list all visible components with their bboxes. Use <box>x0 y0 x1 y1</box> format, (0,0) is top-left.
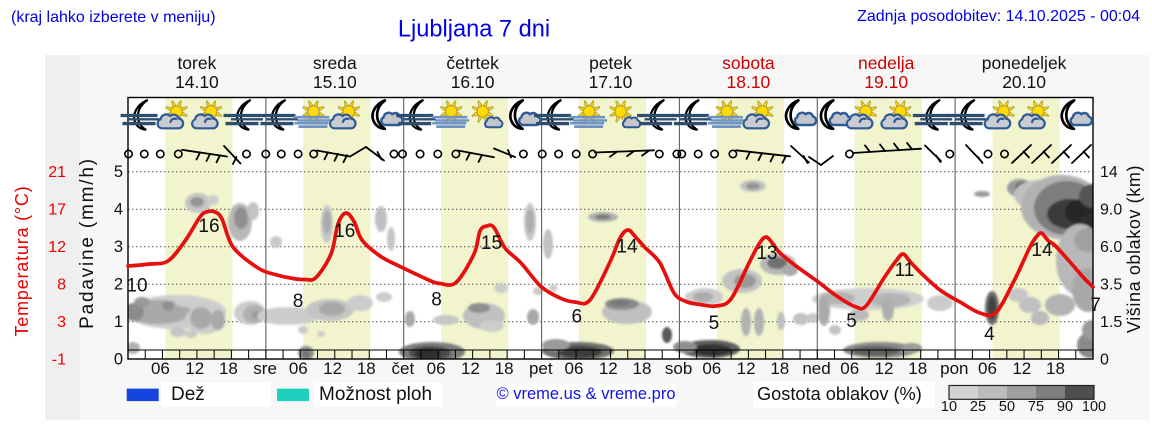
svg-text:06: 06 <box>151 359 170 378</box>
svg-text:Možnost ploh: Možnost ploh <box>319 384 432 405</box>
svg-text:torek: torek <box>177 53 216 73</box>
svg-text:16.10: 16.10 <box>451 72 495 92</box>
svg-text:ned: ned <box>802 359 830 378</box>
svg-text:18: 18 <box>1046 359 1065 378</box>
svg-text:19.10: 19.10 <box>864 72 908 92</box>
svg-text:(kraj lahko izberete v meniju): (kraj lahko izberete v meniju) <box>11 9 216 26</box>
svg-text:Padavine (mm/h): Padavine (mm/h) <box>77 157 98 329</box>
svg-text:1.5: 1.5 <box>1100 314 1122 331</box>
svg-text:5: 5 <box>846 311 857 332</box>
svg-text:pet: pet <box>529 359 553 378</box>
svg-text:18: 18 <box>219 359 238 378</box>
svg-text:18: 18 <box>633 359 652 378</box>
svg-text:4: 4 <box>984 324 995 345</box>
svg-text:2: 2 <box>114 276 123 294</box>
svg-text:100: 100 <box>1082 399 1106 415</box>
svg-text:12: 12 <box>185 359 204 378</box>
svg-text:Temperatura (°C): Temperatura (°C) <box>12 185 32 336</box>
svg-text:© vreme.us & vreme.pro: © vreme.us & vreme.pro <box>496 385 675 403</box>
svg-text:četrtek: četrtek <box>446 53 499 73</box>
svg-text:0: 0 <box>114 351 123 369</box>
svg-text:12: 12 <box>737 359 756 378</box>
svg-text:4: 4 <box>114 201 123 219</box>
svg-text:90: 90 <box>1057 399 1073 415</box>
svg-text:18: 18 <box>357 359 376 378</box>
svg-text:sreda: sreda <box>313 53 357 73</box>
svg-text:10: 10 <box>941 399 957 415</box>
svg-text:25: 25 <box>970 399 986 415</box>
svg-text:ponedeljek: ponedeljek <box>982 53 1067 73</box>
svg-text:8: 8 <box>293 291 304 312</box>
svg-text:petek: petek <box>589 53 632 73</box>
svg-text:5: 5 <box>114 163 123 181</box>
svg-text:6: 6 <box>572 307 583 328</box>
svg-text:Ljubljana 7 dni: Ljubljana 7 dni <box>398 17 550 43</box>
svg-text:sre: sre <box>253 359 277 378</box>
svg-text:Višina oblakov (km): Višina oblakov (km) <box>1124 165 1144 333</box>
svg-text:3.5: 3.5 <box>1100 277 1122 294</box>
svg-text:1: 1 <box>114 313 123 331</box>
svg-text:18: 18 <box>495 359 514 378</box>
svg-text:pon: pon <box>940 359 968 378</box>
svg-text:75: 75 <box>1028 399 1044 415</box>
svg-text:6.0: 6.0 <box>1100 239 1122 256</box>
svg-text:9.0: 9.0 <box>1100 202 1122 219</box>
svg-text:16: 16 <box>334 221 355 242</box>
svg-text:10: 10 <box>126 276 147 297</box>
svg-text:nedelja: nedelja <box>858 53 915 73</box>
svg-text:12: 12 <box>323 359 342 378</box>
svg-text:3: 3 <box>114 238 123 256</box>
svg-text:-1: -1 <box>52 352 66 369</box>
svg-text:12: 12 <box>875 359 894 378</box>
svg-text:14: 14 <box>1100 164 1118 181</box>
svg-text:čet: čet <box>392 359 415 378</box>
svg-text:Gostota oblakov (%): Gostota oblakov (%) <box>757 384 922 404</box>
svg-text:15.10: 15.10 <box>313 72 357 92</box>
svg-text:06: 06 <box>840 359 859 378</box>
svg-text:14.10: 14.10 <box>175 72 219 92</box>
svg-text:20.10: 20.10 <box>1002 72 1046 92</box>
svg-text:3: 3 <box>57 314 66 331</box>
svg-text:12: 12 <box>1012 359 1031 378</box>
svg-text:14: 14 <box>1031 240 1053 261</box>
svg-text:0: 0 <box>1100 352 1109 369</box>
svg-text:sob: sob <box>665 359 692 378</box>
svg-text:8: 8 <box>57 277 66 294</box>
svg-text:11: 11 <box>895 260 915 281</box>
svg-text:14: 14 <box>616 237 638 258</box>
svg-text:18: 18 <box>908 359 927 378</box>
svg-text:8: 8 <box>431 290 442 311</box>
svg-text:18: 18 <box>770 359 789 378</box>
svg-text:sobota: sobota <box>722 53 775 73</box>
svg-text:06: 06 <box>427 359 446 378</box>
svg-text:13: 13 <box>756 243 777 264</box>
svg-text:17: 17 <box>48 202 66 219</box>
svg-text:Dež: Dež <box>171 384 205 405</box>
svg-text:06: 06 <box>978 359 997 378</box>
svg-text:12: 12 <box>461 359 480 378</box>
svg-text:21: 21 <box>48 164 66 181</box>
svg-text:06: 06 <box>289 359 308 378</box>
svg-text:7: 7 <box>1090 295 1101 316</box>
svg-text:5: 5 <box>709 313 720 334</box>
svg-text:12: 12 <box>599 359 618 378</box>
svg-text:16: 16 <box>198 216 219 237</box>
svg-text:50: 50 <box>999 399 1015 415</box>
svg-text:Zadnja posodobitev: 14.10.2025: Zadnja posodobitev: 14.10.2025 - 00:04 <box>857 8 1140 25</box>
svg-text:15: 15 <box>481 233 502 254</box>
svg-text:12: 12 <box>48 239 66 256</box>
svg-text:06: 06 <box>702 359 721 378</box>
svg-text:06: 06 <box>565 359 584 378</box>
svg-text:17.10: 17.10 <box>589 72 633 92</box>
svg-text:18.10: 18.10 <box>727 72 771 92</box>
